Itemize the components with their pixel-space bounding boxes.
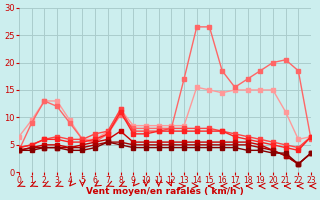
X-axis label: Vent moyen/en rafales ( km/h ): Vent moyen/en rafales ( km/h )	[86, 187, 244, 196]
